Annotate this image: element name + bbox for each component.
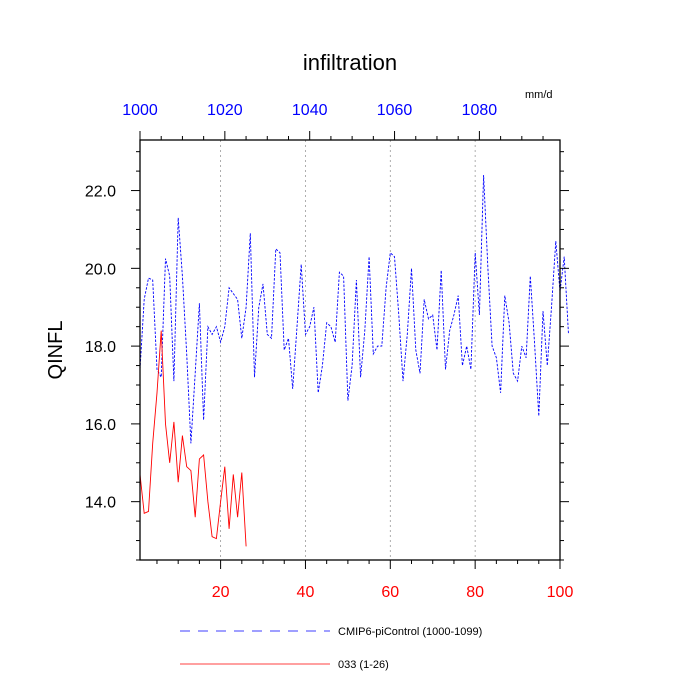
- x-top-tick-label: 1060: [377, 102, 413, 119]
- x-top-tick-label: 1000: [122, 102, 158, 119]
- series-line-2: [139, 330, 247, 547]
- x-bottom-tick-label: 60: [381, 584, 399, 601]
- ticks: [131, 131, 569, 569]
- y-tick-label: 22.0: [85, 184, 116, 201]
- legend-label-series-1: CMIP6-piControl (1000-1099): [338, 626, 482, 638]
- x-bottom-tick-label: 100: [547, 584, 574, 601]
- x-bottom-tick-label: 40: [297, 584, 315, 601]
- x-bottom-tick-label: 20: [212, 584, 230, 601]
- x-top-tick-label: 1080: [462, 102, 498, 119]
- y-tick-label: 18.0: [85, 339, 116, 356]
- y-axis-label: QINFL: [45, 321, 67, 380]
- grid: [220, 140, 476, 560]
- x-top-tick-label: 1040: [292, 102, 328, 119]
- y-tick-label: 20.0: [85, 261, 116, 278]
- chart-title: infiltration: [303, 50, 397, 75]
- x-bottom-tick-label: 80: [466, 584, 484, 601]
- x-top-tick-labels: 1000 1020 1040 1060 1080: [122, 102, 497, 119]
- y-tick-label: 16.0: [85, 417, 116, 434]
- series-line-1: [139, 174, 569, 444]
- plot-frame: [139, 139, 561, 561]
- units-label: mm/d: [525, 89, 553, 101]
- series-layer: [139, 174, 569, 547]
- x-top-tick-label: 1020: [207, 102, 243, 119]
- y-tick-label: 14.0: [85, 495, 116, 512]
- legend: CMIP6-piControl (1000-1099) 033 (1-26): [180, 626, 482, 671]
- legend-label-series-2: 033 (1-26): [338, 659, 389, 671]
- x-bottom-tick-labels: 20 40 60 80 100: [212, 584, 574, 601]
- y-tick-labels: 14.0 16.0 18.0 20.0 22.0: [85, 184, 116, 512]
